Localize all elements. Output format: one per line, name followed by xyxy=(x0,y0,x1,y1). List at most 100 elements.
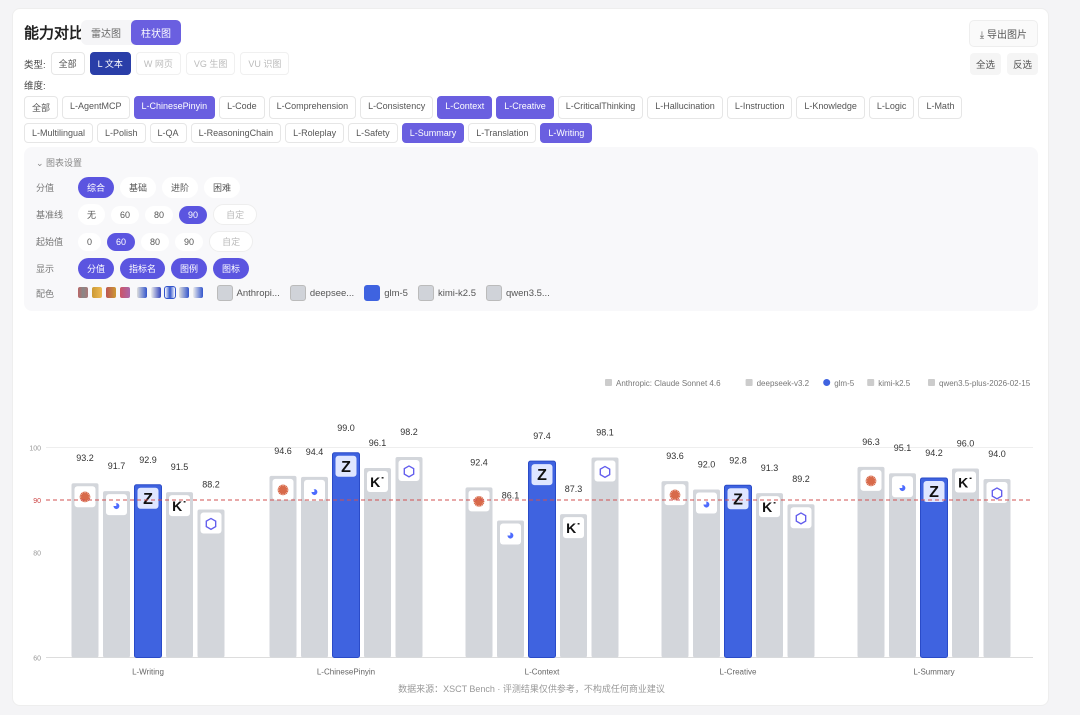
dimension-chip[interactable]: L-CriticalThinking xyxy=(557,96,644,119)
start-90[interactable]: 90 xyxy=(175,232,204,251)
qwen-icon xyxy=(790,507,812,529)
start-80[interactable]: 80 xyxy=(141,232,170,251)
start-60[interactable]: 60 xyxy=(107,232,136,251)
dimension-chip[interactable]: L-Safety xyxy=(348,123,398,143)
display-score[interactable]: 分值 xyxy=(78,258,115,279)
dimension-chip[interactable]: L-Summary xyxy=(401,123,465,143)
bar xyxy=(364,467,391,658)
bar xyxy=(724,484,752,658)
display-legend[interactable]: 图例 xyxy=(171,258,208,279)
dimension-chip[interactable]: L-Writing xyxy=(540,123,593,143)
baseline-row: 基准线 无 60 80 90 自定 xyxy=(36,204,258,225)
anthropic-icon xyxy=(74,486,96,508)
qwen-icon xyxy=(200,512,222,534)
data-label: 96.3 xyxy=(862,437,880,447)
start-custom-input[interactable]: 自定 xyxy=(209,231,254,252)
score-basic[interactable]: 基础 xyxy=(120,177,157,198)
anthropic-icon xyxy=(272,478,294,500)
glm-icon-glyph: Z xyxy=(537,467,547,484)
start-0[interactable]: 0 xyxy=(78,232,102,251)
dimension-chip[interactable]: 全部 xyxy=(24,96,59,119)
bar xyxy=(497,520,524,658)
type-image-gen[interactable]: VG 生图 xyxy=(185,52,236,75)
deepseek-icon xyxy=(106,494,127,516)
anthropic-icon-glyph: ✺ xyxy=(79,489,91,505)
type-all[interactable]: 全部 xyxy=(50,52,85,75)
color-row: 配色 Anthropi... deepsee... glm-5 kimi-k2.… xyxy=(36,285,550,301)
type-label: 类型: xyxy=(24,59,46,71)
data-label: 98.2 xyxy=(400,427,418,437)
baseline-90[interactable]: 90 xyxy=(179,205,208,224)
qwen-icon-glyph: ⬡ xyxy=(205,515,217,531)
tab-radar[interactable]: 雷达图 xyxy=(91,29,121,40)
dimension-chip[interactable]: L-Consistency xyxy=(360,96,434,119)
baseline-custom-input[interactable]: 自定 xyxy=(213,204,258,225)
invert-selection-button[interactable]: 反选 xyxy=(1006,53,1038,75)
palette-options[interactable] xyxy=(78,285,207,300)
dimension-chip[interactable]: L-Context xyxy=(437,96,493,119)
baseline-label: 基准线 xyxy=(36,210,64,220)
data-label: 92.9 xyxy=(139,455,157,465)
data-label: 94.2 xyxy=(925,448,943,458)
baseline-none[interactable]: 无 xyxy=(78,204,106,225)
dimension-chip[interactable]: L-Roleplay xyxy=(285,123,345,143)
score-hard[interactable]: 困难 xyxy=(204,177,241,198)
data-label: 96.0 xyxy=(957,439,975,449)
legend-label: Anthropic: Claude Sonnet 4.6 xyxy=(616,379,721,388)
dimension-chip[interactable]: L-Translation xyxy=(468,123,537,143)
type-web[interactable]: W 网页 xyxy=(135,52,181,75)
color-swatch-kimi[interactable]: kimi-k2.5 xyxy=(417,285,476,301)
x-tick-label: L-Writing xyxy=(132,668,164,677)
dimension-chip[interactable]: L-Math xyxy=(918,96,963,119)
display-icons[interactable]: 图标 xyxy=(213,258,250,279)
deepseek-icon xyxy=(500,523,521,545)
deepseek-icon xyxy=(892,476,913,498)
color-swatch-deepseek[interactable]: deepsee... xyxy=(289,285,355,301)
data-label: 88.2 xyxy=(202,479,220,489)
dimension-chip[interactable]: L-Knowledge xyxy=(796,96,865,119)
color-swatch-glm[interactable]: glm-5 xyxy=(364,285,408,301)
glm-icon-glyph: Z xyxy=(341,459,351,476)
dimension-chip[interactable]: L-Creative xyxy=(496,96,554,119)
swatch-label: Anthropi... xyxy=(236,287,280,299)
swatch-label: deepsee... xyxy=(309,287,355,299)
dimension-chip[interactable]: L-QA xyxy=(149,123,187,143)
type-text[interactable]: L 文本 xyxy=(89,52,131,75)
baseline-80[interactable]: 80 xyxy=(145,205,174,224)
bar xyxy=(332,452,360,658)
y-tick-label: 100 xyxy=(29,446,41,453)
dimension-chip[interactable]: L-Instruction xyxy=(726,96,793,119)
settings-toggle[interactable]: ⌄ 图表设置 xyxy=(36,156,82,169)
bar-chart: 100 90 80 60 Anthropic: Claude Sonnet 4.6 dee… xyxy=(29,379,1033,677)
data-label: 91.7 xyxy=(108,461,126,471)
color-swatch-anthropic[interactable]: Anthropi... xyxy=(216,285,280,301)
dimension-chip[interactable]: L-Comprehension xyxy=(268,96,357,119)
type-image-understanding[interactable]: VU 识图 xyxy=(240,52,290,75)
anthropic-icon-glyph: ✺ xyxy=(277,482,289,498)
dimension-chip[interactable]: L-Polish xyxy=(97,123,146,143)
dimension-chip[interactable]: L-ChinesePinyin xyxy=(133,96,216,119)
legend-marker xyxy=(745,379,753,386)
dimension-chip[interactable]: L-Code xyxy=(219,96,265,119)
score-overall[interactable]: 综合 xyxy=(78,177,115,198)
qwen-icon xyxy=(986,482,1008,503)
legend-marker xyxy=(823,379,831,386)
dimension-chip[interactable]: L-Logic xyxy=(868,96,915,119)
kimi-icon-glyph: K˙ xyxy=(172,498,187,514)
dimension-chip[interactable]: L-Hallucination xyxy=(647,96,723,119)
color-swatch-qwen[interactable]: qwen3.5... xyxy=(485,285,550,301)
x-tick-label: L-ChinesePinyin xyxy=(317,668,375,677)
deepseek-icon-glyph: ◕ xyxy=(506,526,514,542)
dimension-chip[interactable]: L-Multilingual xyxy=(24,123,94,143)
score-advanced[interactable]: 进阶 xyxy=(162,177,199,198)
display-metric-name[interactable]: 指标名 xyxy=(120,258,166,279)
baseline-60[interactable]: 60 xyxy=(111,205,140,224)
tab-bar[interactable]: 柱状图 xyxy=(131,20,181,45)
kimi-icon xyxy=(759,496,780,518)
qwen-icon-glyph: ⬡ xyxy=(991,485,1003,501)
dimension-chip[interactable]: L-ReasoningChain xyxy=(190,123,282,143)
dimension-chip[interactable]: L-AgentMCP xyxy=(62,96,130,119)
export-image-button[interactable]: ⤓ 导出图片 xyxy=(968,20,1038,47)
data-label: 92.4 xyxy=(470,457,488,467)
select-all-button[interactable]: 全选 xyxy=(969,53,1001,75)
